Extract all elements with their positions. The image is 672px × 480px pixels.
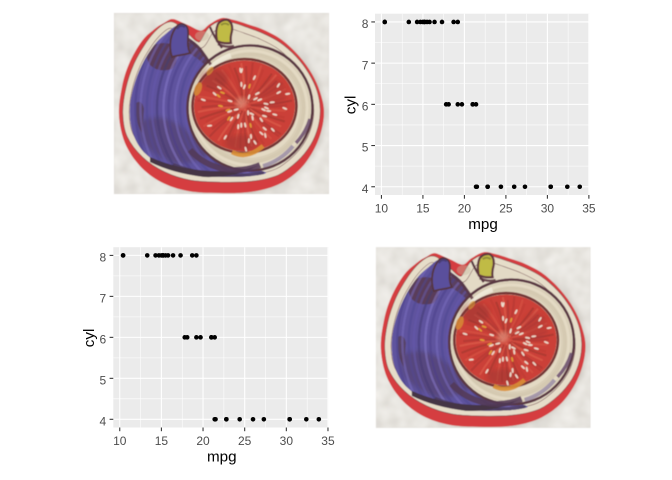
svg-text:4: 4 [100, 414, 107, 428]
svg-text:30: 30 [280, 434, 294, 448]
svg-text:15: 15 [416, 202, 430, 216]
svg-text:30: 30 [541, 202, 555, 216]
svg-text:7: 7 [100, 291, 107, 305]
svg-text:6: 6 [100, 332, 107, 346]
svg-text:5: 5 [100, 373, 107, 387]
svg-text:cyl: cyl [343, 96, 360, 115]
svg-text:mpg: mpg [468, 216, 498, 233]
svg-text:25: 25 [499, 202, 513, 216]
svg-text:20: 20 [458, 202, 472, 216]
svg-text:4: 4 [362, 182, 369, 196]
svg-text:8: 8 [362, 17, 369, 31]
svg-text:mpg: mpg [207, 449, 237, 466]
svg-text:10: 10 [113, 434, 127, 448]
svg-text:8: 8 [100, 251, 107, 265]
svg-text:cyl: cyl [81, 329, 98, 348]
svg-text:35: 35 [582, 202, 596, 216]
svg-text:7: 7 [362, 58, 369, 72]
svg-text:10: 10 [375, 202, 389, 216]
svg-text:6: 6 [362, 99, 369, 113]
svg-text:35: 35 [321, 434, 335, 448]
svg-text:5: 5 [362, 141, 369, 155]
svg-text:15: 15 [155, 434, 169, 448]
svg-text:25: 25 [238, 434, 252, 448]
svg-text:20: 20 [196, 434, 210, 448]
